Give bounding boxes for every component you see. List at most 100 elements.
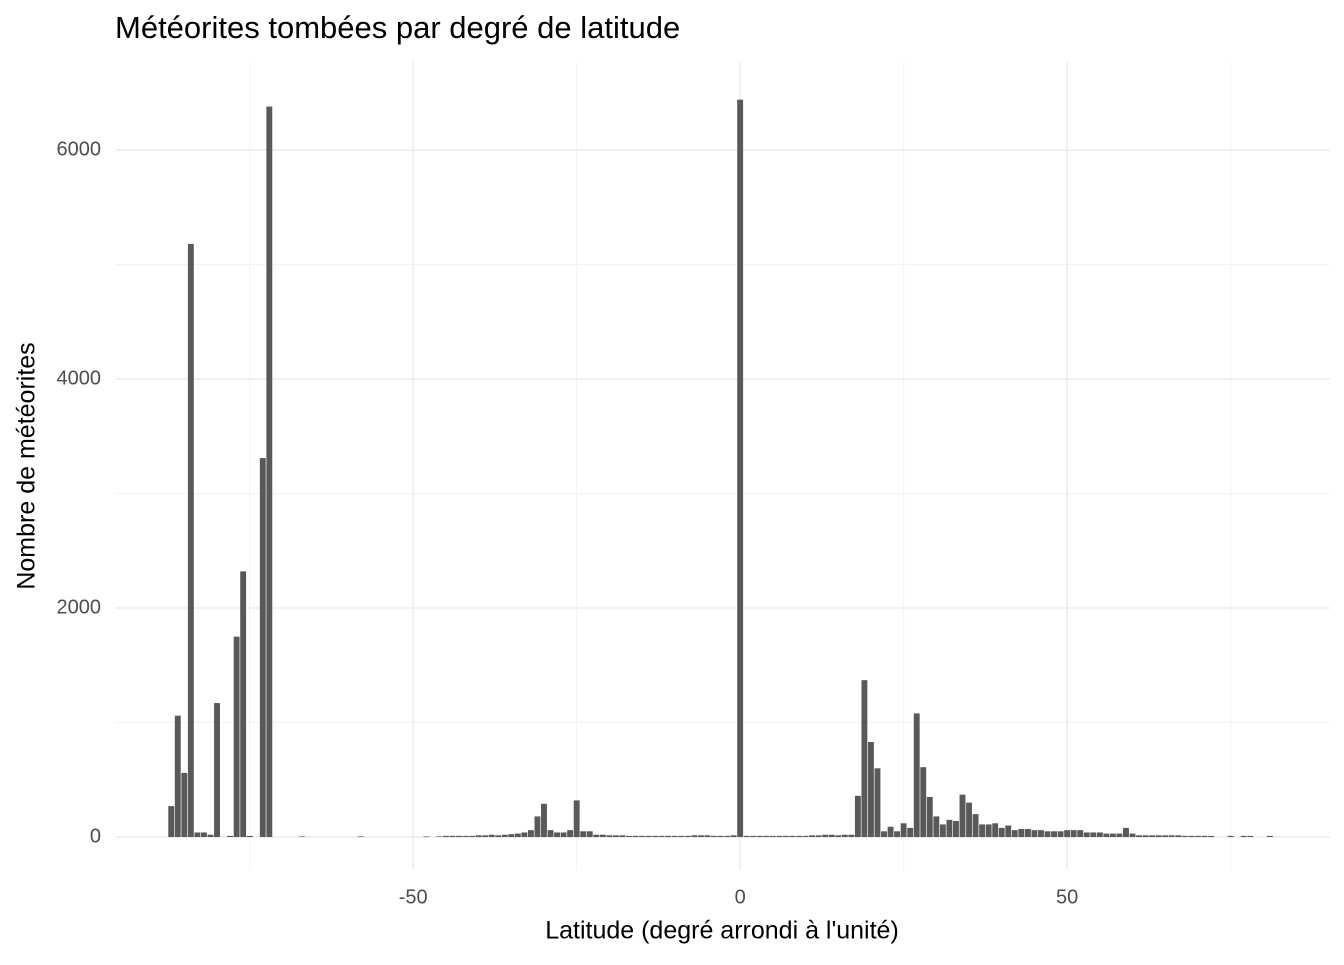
x-tick-label: -50 xyxy=(399,886,428,908)
bar xyxy=(1129,833,1136,838)
bar xyxy=(299,836,305,838)
y-tick-label: 4000 xyxy=(57,367,102,389)
bar xyxy=(913,713,920,838)
bar xyxy=(560,832,567,838)
bar xyxy=(174,715,181,838)
bar xyxy=(436,836,443,838)
chart-title: Météorites tombées par degré de latitude xyxy=(115,10,680,45)
bar xyxy=(501,834,508,838)
bar xyxy=(769,835,776,838)
bar xyxy=(881,831,887,838)
bar xyxy=(756,835,763,838)
bar xyxy=(495,835,502,838)
bar xyxy=(652,835,659,838)
bar xyxy=(1005,825,1012,838)
bar xyxy=(1031,830,1038,838)
bar xyxy=(822,834,829,838)
bar xyxy=(1194,835,1201,838)
bar xyxy=(1090,832,1097,838)
bar xyxy=(606,835,613,838)
bar xyxy=(521,832,528,838)
bar xyxy=(711,835,717,838)
bar xyxy=(259,458,266,838)
bar xyxy=(894,831,901,838)
bar xyxy=(1175,835,1182,838)
bar xyxy=(992,823,999,838)
bar xyxy=(612,835,619,838)
bar xyxy=(181,772,188,838)
bar xyxy=(939,824,946,838)
bar xyxy=(1123,827,1129,838)
bar xyxy=(671,835,678,838)
y-axis-label: Nombre de météorites xyxy=(13,342,41,589)
bar xyxy=(1057,831,1064,838)
bar xyxy=(907,827,914,838)
y-tick-label: 6000 xyxy=(57,138,102,160)
bar xyxy=(867,741,874,838)
bar xyxy=(1018,829,1025,838)
bar xyxy=(782,835,789,838)
bar xyxy=(763,835,770,838)
bar xyxy=(1266,835,1273,838)
bar xyxy=(658,835,665,838)
bar xyxy=(456,835,462,838)
bar xyxy=(1136,835,1142,838)
bar xyxy=(985,824,992,838)
bar xyxy=(848,834,855,838)
bar xyxy=(246,835,253,838)
bar xyxy=(233,636,240,838)
bar xyxy=(462,835,469,838)
bar xyxy=(514,833,521,838)
bar xyxy=(828,834,835,838)
bar xyxy=(266,106,273,838)
y-tick-label: 0 xyxy=(90,825,101,847)
bar xyxy=(1096,832,1103,838)
bar xyxy=(645,835,652,838)
bar xyxy=(933,816,940,838)
bar xyxy=(776,835,783,838)
bar xyxy=(1247,835,1254,838)
bar xyxy=(423,836,430,838)
bar xyxy=(1142,835,1149,838)
y-tick-label: 2000 xyxy=(57,596,102,618)
bar xyxy=(691,835,698,838)
bar xyxy=(887,826,894,838)
bar xyxy=(1077,830,1084,838)
bar xyxy=(874,768,881,838)
bar xyxy=(959,794,966,838)
bar xyxy=(743,835,750,838)
bar xyxy=(1044,831,1051,838)
bar xyxy=(737,99,744,838)
x-axis-label: Latitude (degré arrondi à l'unité) xyxy=(545,917,899,945)
bar xyxy=(547,830,554,838)
bar xyxy=(1155,835,1162,838)
bar xyxy=(684,835,691,838)
bar xyxy=(815,835,822,838)
x-tick-label: 0 xyxy=(735,886,746,908)
bar xyxy=(1168,835,1175,838)
bar xyxy=(541,803,547,838)
bar xyxy=(966,802,972,838)
bar xyxy=(926,796,933,838)
bar xyxy=(508,834,515,838)
bar xyxy=(802,835,809,838)
bar xyxy=(665,835,672,838)
x-tick-label: 50 xyxy=(1056,886,1078,908)
bar xyxy=(586,831,593,838)
bar xyxy=(946,819,953,838)
bar xyxy=(554,832,560,838)
bar xyxy=(750,835,757,838)
bar xyxy=(449,835,456,838)
bar xyxy=(442,835,449,838)
bar xyxy=(900,823,907,838)
bar xyxy=(979,824,986,838)
bar xyxy=(227,835,234,838)
bar xyxy=(1181,835,1188,838)
bar xyxy=(632,835,639,838)
bar xyxy=(475,835,482,838)
bar xyxy=(789,835,796,838)
bar xyxy=(730,835,737,838)
bar xyxy=(861,680,868,838)
bar xyxy=(200,832,207,838)
